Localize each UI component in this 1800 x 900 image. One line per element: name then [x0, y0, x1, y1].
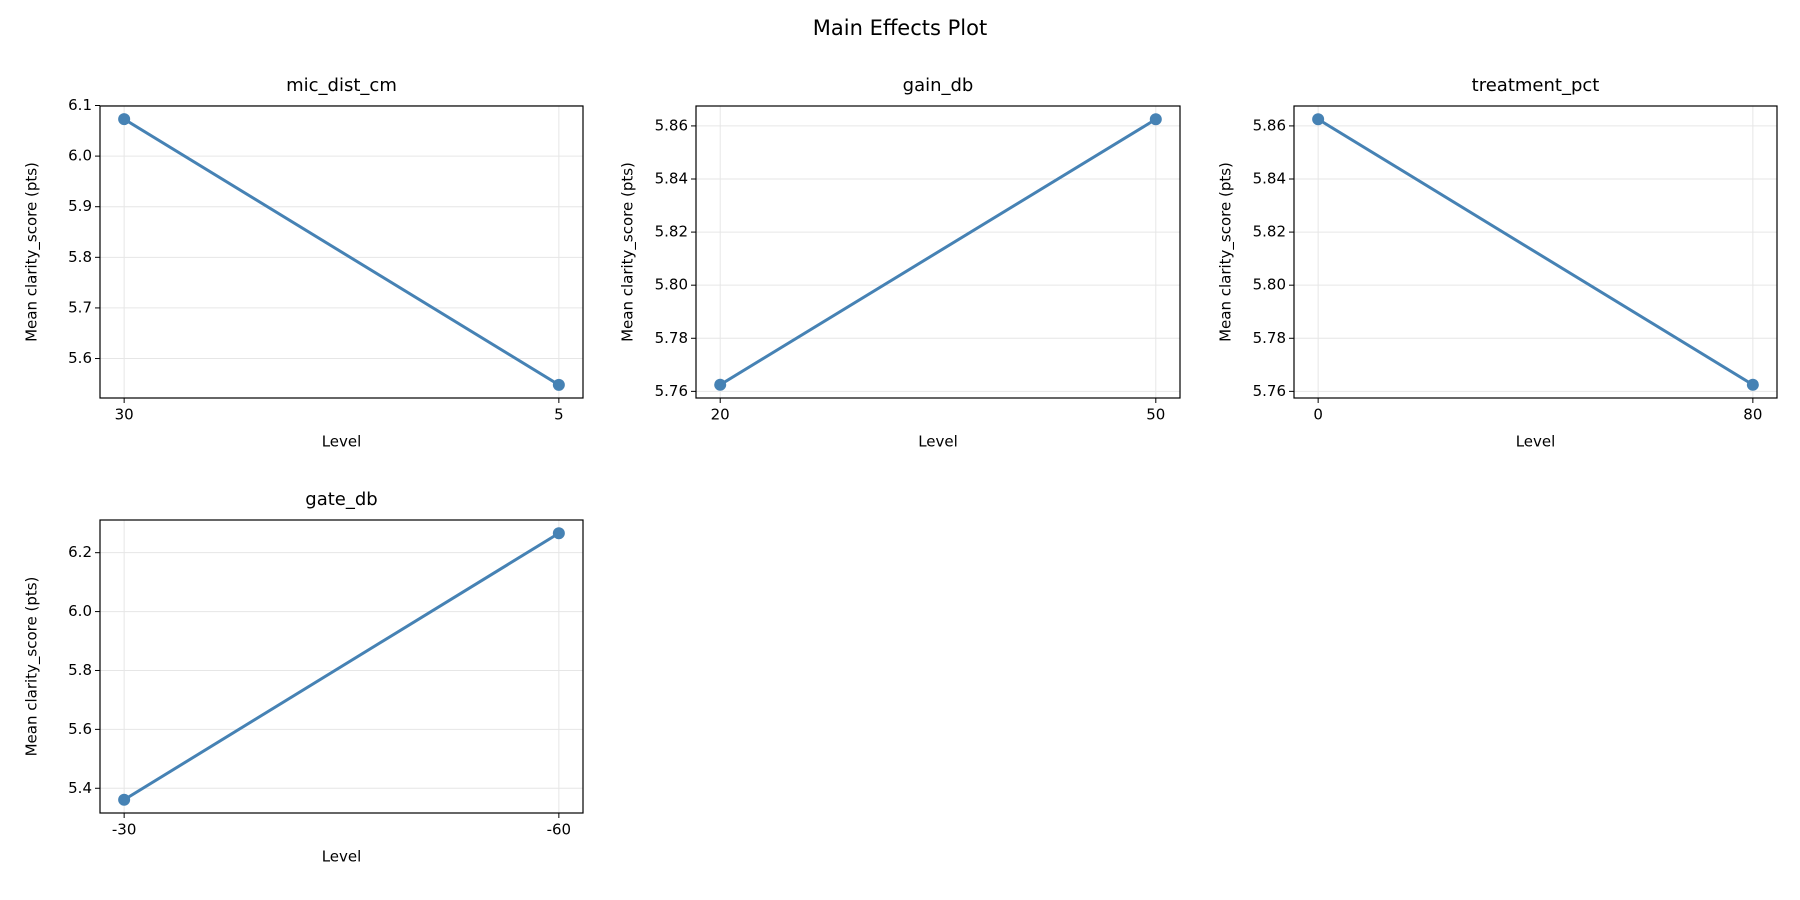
y-tick-label: 5.9 — [68, 197, 92, 215]
axes-frame — [695, 105, 1181, 399]
x-tick-label: 50 — [1146, 406, 1165, 424]
point — [118, 793, 131, 806]
y-tick-label: 5.86 — [655, 116, 688, 134]
y-tick-label: 5.84 — [1253, 170, 1286, 188]
point — [1149, 113, 1162, 126]
subplot: 5.76 5.78 5.80 5.82 5.84 5.86 20 50 gain_db Level… — [619, 75, 1181, 451]
point — [714, 378, 727, 391]
y-tick-label: 6.0 — [68, 147, 92, 165]
line — [123, 531, 560, 802]
y-tick-label: 5.78 — [1253, 329, 1286, 347]
y-tick-label: 5.76 — [1253, 382, 1286, 400]
subplot: 5.4 5.6 5.8 6.0 6.2 -30 -60 gate_db Level Mean cl… — [23, 489, 584, 866]
y-tick-label: 6.2 — [68, 543, 92, 561]
point — [552, 527, 565, 540]
y-tick-label: 5.7 — [68, 298, 92, 316]
line — [719, 117, 1157, 387]
subplot-title: treatment_pct — [1472, 75, 1600, 96]
x-tick-label: 5 — [554, 406, 564, 424]
y-tick-label: 5.8 — [68, 661, 92, 679]
figure-title: Main Effects Plot — [813, 16, 987, 40]
y-tick-label: 5.6 — [68, 349, 92, 367]
x-tick-label: 20 — [711, 406, 730, 424]
y-axis-label: Mean clarity_score (pts) — [619, 162, 638, 342]
x-tick-label: -60 — [547, 821, 572, 839]
point — [1746, 378, 1759, 391]
x-tick-label: 30 — [115, 406, 134, 424]
x-tick-label: 0 — [1313, 406, 1323, 424]
x-axis-label: Level — [322, 433, 362, 451]
point — [552, 378, 565, 391]
subplot: 5.6 5.7 5.8 5.9 6.0 6.1 30 5 mic_dist_cm Level Mea… — [23, 75, 584, 451]
y-tick-label: 5.78 — [655, 329, 688, 347]
line — [123, 117, 560, 387]
y-tick-label: 6.1 — [68, 96, 92, 114]
x-axis-label: Level — [918, 433, 958, 451]
subplot-title: mic_dist_cm — [286, 75, 397, 96]
axes-frame — [1293, 105, 1778, 399]
x-tick-label: 80 — [1743, 406, 1762, 424]
y-tick-label: 5.82 — [655, 223, 688, 241]
subplot-title: gate_db — [305, 489, 377, 510]
y-axis-label: Mean clarity_score (pts) — [23, 162, 42, 342]
y-axis-label: Mean clarity_score (pts) — [1217, 162, 1236, 342]
x-tick-label: -30 — [112, 821, 137, 839]
y-tick-label: 5.6 — [68, 720, 92, 738]
y-tick-label: 5.82 — [1253, 223, 1286, 241]
x-axis-label: Level — [322, 848, 362, 866]
point — [1312, 113, 1325, 126]
y-tick-label: 5.8 — [68, 248, 92, 266]
subplot: 5.76 5.78 5.80 5.82 5.84 5.86 0 80 treatment_pct… — [1217, 75, 1778, 451]
y-tick-label: 5.80 — [1253, 276, 1286, 294]
y-tick-label: 5.76 — [655, 382, 688, 400]
y-tick-label: 5.80 — [655, 276, 688, 294]
y-tick-label: 5.84 — [655, 170, 688, 188]
y-axis-label: Mean clarity_score (pts) — [23, 577, 42, 757]
axes-frame — [99, 105, 584, 399]
x-axis-label: Level — [1516, 433, 1556, 451]
line — [1317, 117, 1754, 387]
y-tick-label: 5.86 — [1253, 116, 1286, 134]
point — [118, 113, 131, 126]
axes-frame — [99, 519, 584, 814]
y-tick-label: 5.4 — [68, 779, 92, 797]
y-tick-label: 6.0 — [68, 602, 92, 620]
subplot-title: gain_db — [903, 75, 974, 96]
